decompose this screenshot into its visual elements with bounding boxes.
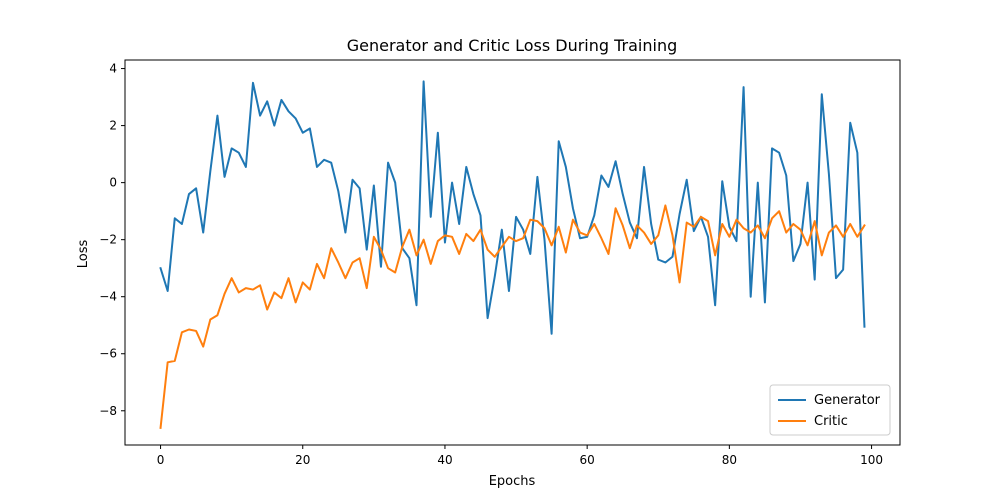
- x-tick-label: 40: [437, 453, 452, 467]
- axes-frame: [124, 59, 901, 446]
- series-line-generator: [159, 80, 866, 335]
- chart-title: Generator and Critic Loss During Trainin…: [347, 36, 678, 55]
- legend-box: [769, 384, 891, 436]
- y-tick-label: 4: [109, 62, 117, 76]
- series-line-critic: [159, 204, 866, 429]
- y-tick-label: 2: [109, 119, 117, 133]
- y-tick-label: −8: [99, 404, 117, 418]
- legend-label-critic: Critic: [814, 414, 848, 429]
- x-tick-label: 100: [860, 453, 883, 467]
- y-axis-label: Loss: [76, 240, 91, 269]
- x-tick-label: 60: [580, 453, 595, 467]
- x-axis-label: Epochs: [489, 474, 536, 489]
- legend-label-generator: Generator: [814, 393, 881, 408]
- y-tick-label: −4: [99, 290, 117, 304]
- legend: Generator Critic: [769, 384, 891, 436]
- x-tick-label: 80: [722, 453, 737, 467]
- x-tick-label: 20: [295, 453, 310, 467]
- y-tick-label: −6: [99, 347, 117, 361]
- x-tick-label: 0: [157, 453, 165, 467]
- plot-area: 0 20 40 60 80 100 −8 −6 −4 −2 0 2 4 Generator Critic: [99, 59, 901, 467]
- y-tick-label: −2: [99, 233, 117, 247]
- y-tick-label: 0: [109, 176, 117, 190]
